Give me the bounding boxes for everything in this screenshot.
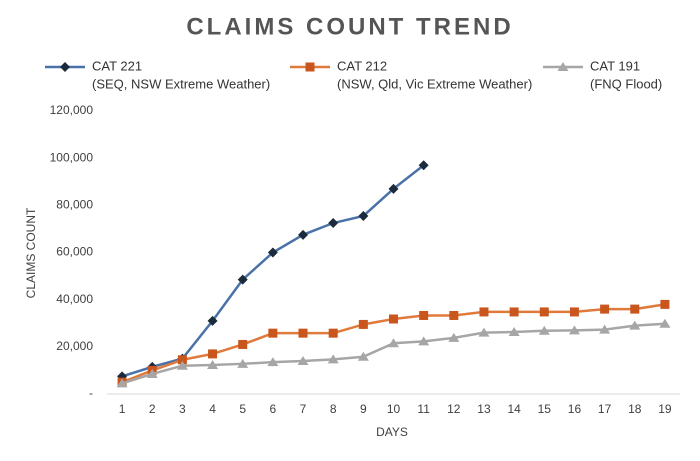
legend-label: CAT 191 — [590, 58, 640, 73]
x-tick-label: 6 — [270, 402, 277, 416]
legend-marker — [557, 62, 569, 71]
marker — [208, 349, 218, 359]
marker — [328, 218, 339, 229]
x-tick-label: 5 — [239, 402, 246, 416]
y-tick-label: 40,000 — [56, 292, 93, 306]
y-tick-label: 60,000 — [56, 245, 93, 259]
marker — [237, 358, 249, 368]
y-tick-label: 100,000 — [50, 150, 94, 164]
x-tick-label: 2 — [149, 402, 156, 416]
marker — [267, 247, 278, 258]
x-tick-label: 13 — [477, 402, 491, 416]
marker — [478, 327, 490, 337]
y-tick-label: - — [89, 386, 93, 400]
marker — [116, 378, 128, 388]
legend-marker — [60, 62, 70, 72]
x-tick-label: 10 — [387, 402, 401, 416]
marker — [357, 351, 369, 361]
marker — [418, 336, 430, 346]
marker — [358, 319, 368, 329]
marker — [539, 307, 549, 317]
legend-description: (SEQ, NSW Extreme Weather) — [92, 76, 270, 91]
marker — [479, 307, 489, 317]
x-tick-label: 17 — [598, 402, 612, 416]
y-tick-label: 80,000 — [56, 198, 93, 212]
x-tick-label: 11 — [417, 402, 430, 416]
legend-label: CAT 212 — [337, 58, 387, 73]
x-tick-label: 15 — [538, 402, 552, 416]
marker — [176, 360, 188, 370]
chart-title: CLAIMS COUNT TREND — [186, 13, 513, 40]
legend-label: CAT 221 — [92, 58, 142, 73]
marker — [237, 274, 248, 285]
marker — [207, 315, 218, 326]
legend-description: (FNQ Flood) — [590, 76, 662, 91]
marker — [358, 210, 369, 221]
x-tick-label: 8 — [330, 402, 337, 416]
x-axis-label: DAYS — [376, 425, 408, 439]
marker — [419, 310, 429, 320]
marker — [268, 328, 278, 338]
x-tick-label: 1 — [119, 402, 126, 416]
marker — [659, 318, 671, 328]
marker — [146, 368, 158, 378]
x-tick-label: 12 — [447, 402, 461, 416]
marker — [538, 325, 550, 335]
marker — [600, 304, 610, 314]
x-tick-label: 9 — [360, 402, 367, 416]
x-tick-label: 14 — [507, 402, 521, 416]
marker — [418, 160, 429, 171]
marker — [328, 328, 338, 338]
y-axis-label: CLAIMS COUNT — [24, 207, 38, 298]
marker — [448, 332, 460, 342]
marker — [177, 355, 187, 365]
marker — [388, 338, 399, 348]
marker — [389, 314, 398, 324]
marker — [298, 229, 309, 240]
marker — [388, 183, 399, 194]
marker — [298, 328, 308, 338]
marker — [508, 326, 520, 336]
series-line — [121, 164, 425, 378]
x-tick-label: 19 — [658, 402, 672, 416]
marker — [267, 357, 279, 367]
marker — [599, 324, 611, 334]
marker — [207, 359, 219, 369]
marker — [238, 339, 248, 349]
marker — [297, 355, 309, 365]
marker — [568, 325, 580, 335]
x-tick-label: 4 — [209, 402, 216, 416]
y-tick-label: 20,000 — [56, 339, 93, 353]
x-tick-label: 3 — [179, 402, 186, 416]
x-tick-label: 18 — [628, 402, 642, 416]
marker — [629, 320, 641, 330]
marker — [327, 354, 339, 364]
marker — [660, 299, 670, 309]
legend-description: (NSW, Qld, Vic Extreme Weather) — [337, 76, 532, 91]
x-tick-label: 16 — [568, 402, 582, 416]
marker — [509, 307, 519, 317]
legend-marker — [305, 62, 315, 72]
marker — [449, 310, 459, 320]
y-tick-label: 120,000 — [50, 103, 94, 117]
marker — [630, 304, 640, 314]
x-tick-label: 7 — [300, 402, 307, 416]
marker — [569, 307, 579, 317]
